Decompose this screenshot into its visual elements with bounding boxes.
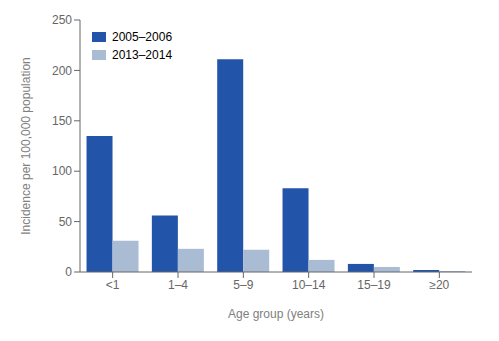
svg-text:0: 0 bbox=[65, 265, 72, 279]
svg-text:5–9: 5–9 bbox=[233, 278, 253, 292]
html-text:2013–2014: 2013–2014 bbox=[112, 48, 173, 62]
svg-text:200: 200 bbox=[52, 64, 72, 78]
svg-text:15–19: 15–19 bbox=[357, 278, 391, 292]
svg-text:150: 150 bbox=[52, 114, 72, 128]
svg-text:50: 50 bbox=[59, 215, 73, 229]
svg-text:100: 100 bbox=[52, 164, 72, 178]
svg-text:1–4: 1–4 bbox=[168, 278, 188, 292]
svg-text:250: 250 bbox=[52, 13, 72, 27]
svg-text:Age group (years): Age group (years) bbox=[228, 307, 324, 321]
svg-text:10–14: 10–14 bbox=[292, 278, 326, 292]
svg-text:<1: <1 bbox=[106, 278, 120, 292]
svg-text:≥20: ≥20 bbox=[429, 278, 449, 292]
html-text:2005–2006: 2005–2006 bbox=[112, 30, 173, 44]
svg-text:Incidence per 100,000 populati: Incidence per 100,000 population bbox=[19, 57, 33, 234]
